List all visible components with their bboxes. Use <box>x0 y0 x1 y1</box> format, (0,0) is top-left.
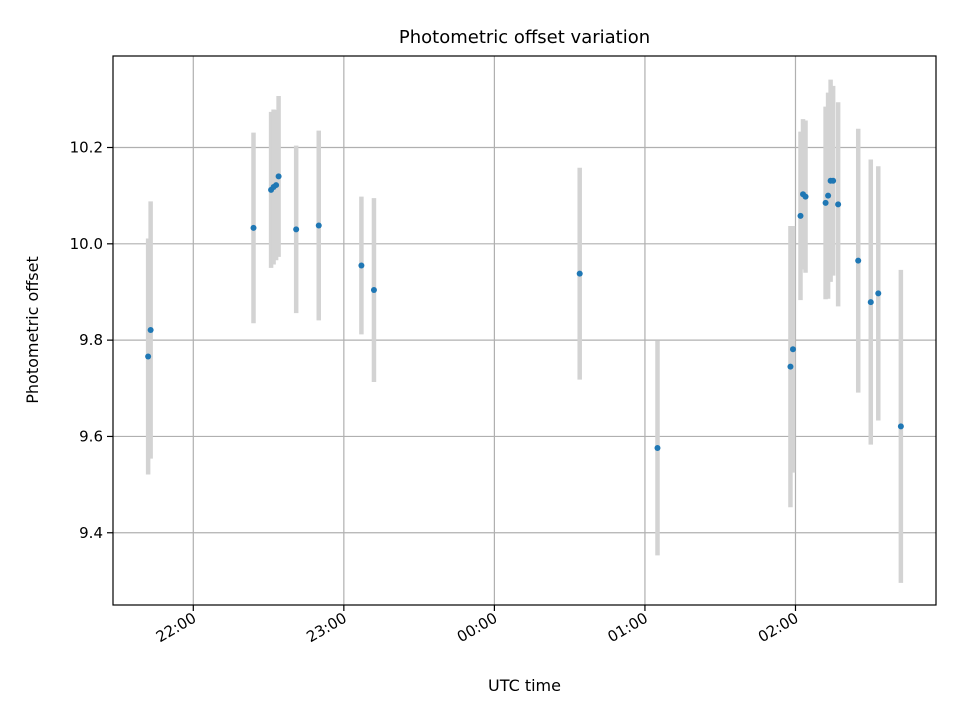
data-point <box>275 173 282 180</box>
data-point <box>293 226 300 233</box>
data-point <box>273 182 280 189</box>
data-points <box>145 173 904 452</box>
y-tick-label: 9.8 <box>79 331 103 349</box>
chart-title: Photometric offset variation <box>399 27 650 48</box>
data-point <box>802 193 809 200</box>
data-point <box>897 423 904 430</box>
data-point <box>147 327 154 334</box>
y-tick-label: 10.0 <box>70 235 103 253</box>
data-point <box>822 199 829 206</box>
data-point <box>825 192 832 199</box>
data-point <box>855 257 862 264</box>
data-point <box>797 212 804 219</box>
data-point <box>370 287 377 294</box>
y-tick-label: 9.6 <box>79 427 103 445</box>
plot-area <box>113 56 936 605</box>
data-point <box>835 201 842 208</box>
x-axis-label: UTC time <box>488 676 561 695</box>
data-point <box>576 270 583 277</box>
y-axis-label: Photometric offset <box>23 256 42 404</box>
y-tick-label: 9.4 <box>79 524 103 542</box>
data-point <box>875 290 882 297</box>
y-tick-label: 10.2 <box>70 139 103 157</box>
data-point <box>867 299 874 306</box>
data-point <box>145 353 152 360</box>
data-point <box>787 363 794 370</box>
data-point <box>830 177 837 184</box>
data-point <box>250 224 257 231</box>
data-point <box>315 222 322 229</box>
plot-frame <box>112 55 937 606</box>
data-point <box>358 262 365 269</box>
data-point <box>654 445 661 452</box>
data-point <box>789 346 796 353</box>
